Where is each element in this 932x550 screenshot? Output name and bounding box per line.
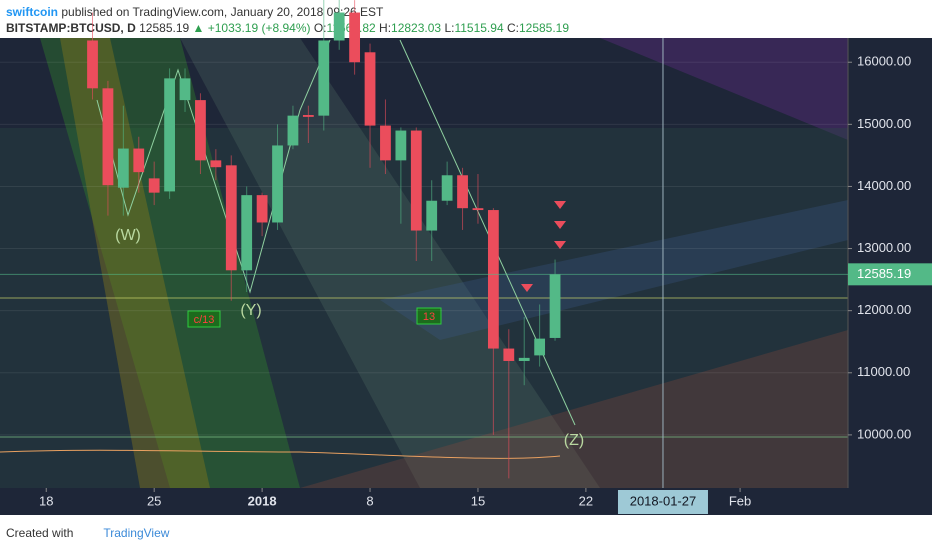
candle-body: [410, 130, 422, 231]
candle-body: [380, 125, 391, 161]
candle-body: [225, 165, 237, 271]
last: 12585.19: [139, 21, 190, 35]
footer: Created with TradingView: [6, 526, 169, 540]
candle-body: [195, 100, 206, 161]
last-price-box: [848, 263, 932, 286]
candle-body: [503, 348, 515, 361]
crosshair-box: [617, 490, 708, 514]
candle-body: [210, 160, 222, 168]
candle-body: [534, 338, 546, 356]
candle-body: [364, 52, 376, 126]
candle-body: [164, 78, 175, 192]
candle-body: [349, 12, 361, 63]
fan: [300, 330, 848, 488]
chart: (W) (Y) (Z) c/13 13 10000.00 11000.00 1200…: [0, 0, 932, 515]
count-label: c/13: [194, 314, 215, 326]
l: 11515.94: [454, 21, 504, 35]
x-tick-label: 15: [471, 493, 485, 508]
wave-label: (W): [115, 227, 141, 244]
candle-body: [457, 175, 468, 209]
fan: [180, 38, 600, 488]
x-tick-label: Feb: [729, 493, 751, 508]
last-price-label: 12585.19: [857, 266, 911, 281]
x-tick-label: 8: [366, 493, 373, 508]
y-tick-label: 15000.00: [857, 116, 911, 131]
candle-body: [117, 148, 129, 188]
candle-body: [549, 274, 561, 338]
c-label: C:: [506, 21, 519, 35]
h: 12823.03: [391, 21, 442, 35]
c: 12585.19: [518, 21, 570, 35]
crosshair-label: 2018-01-27: [630, 493, 697, 508]
wave-label: (Z): [564, 432, 584, 449]
candle-body: [426, 200, 438, 231]
time-axis: [0, 488, 932, 515]
y-tick-label: 16000.00: [857, 54, 911, 69]
candle-body: [179, 78, 191, 101]
symbol: BITSTAMP:BTCUSD, D: [6, 21, 136, 35]
fan: [60, 38, 210, 488]
candle-body: [472, 208, 484, 211]
trend-line: [399, 39, 576, 426]
candle-body: [441, 175, 453, 201]
x-tick-label: 25: [147, 493, 161, 508]
candle-body: [256, 195, 268, 223]
candle-body: [487, 210, 499, 349]
count-label: 13: [423, 311, 435, 323]
candle-body: [302, 115, 314, 117]
change: ▲ +1033.19 (+8.94%): [192, 21, 311, 35]
candle-body: [87, 40, 98, 89]
wave-line: [96, 39, 331, 294]
created: Created with: [6, 526, 74, 540]
l-label: L:: [444, 21, 455, 35]
published: published on TradingView.com, January 20…: [61, 5, 384, 19]
y-tick-label: 14000.00: [857, 178, 911, 193]
h-label: H:: [379, 21, 392, 35]
count-box: [416, 307, 442, 325]
candle-body: [395, 130, 407, 161]
candle-body: [102, 88, 114, 186]
price-axis: [848, 38, 932, 488]
candle-body: [318, 40, 330, 116]
candle-body: [272, 145, 283, 223]
y-tick-label: 12000.00: [857, 302, 911, 317]
y-tick-label: 10000.00: [857, 426, 911, 441]
x-tick-label: 22: [579, 493, 593, 508]
candle-body: [148, 178, 160, 193]
brand: TradingView: [103, 526, 170, 540]
candle-body: [133, 148, 145, 173]
pane: [0, 38, 848, 488]
candle-body: [518, 357, 530, 361]
wave-label: (Y): [240, 302, 261, 319]
candle-body: [241, 195, 253, 271]
fan: [0, 38, 848, 140]
candle-body: [333, 12, 345, 41]
x-tick-label: 18: [39, 493, 53, 508]
x-tick-label: 2018: [248, 493, 277, 508]
candle-body: [287, 115, 299, 146]
count-box: [187, 310, 221, 328]
author: swiftcoin: [6, 5, 59, 19]
y-tick-label: 11000.00: [857, 364, 910, 379]
y-tick-label: 13000.00: [857, 240, 911, 255]
volume-ma: [0, 449, 561, 459]
